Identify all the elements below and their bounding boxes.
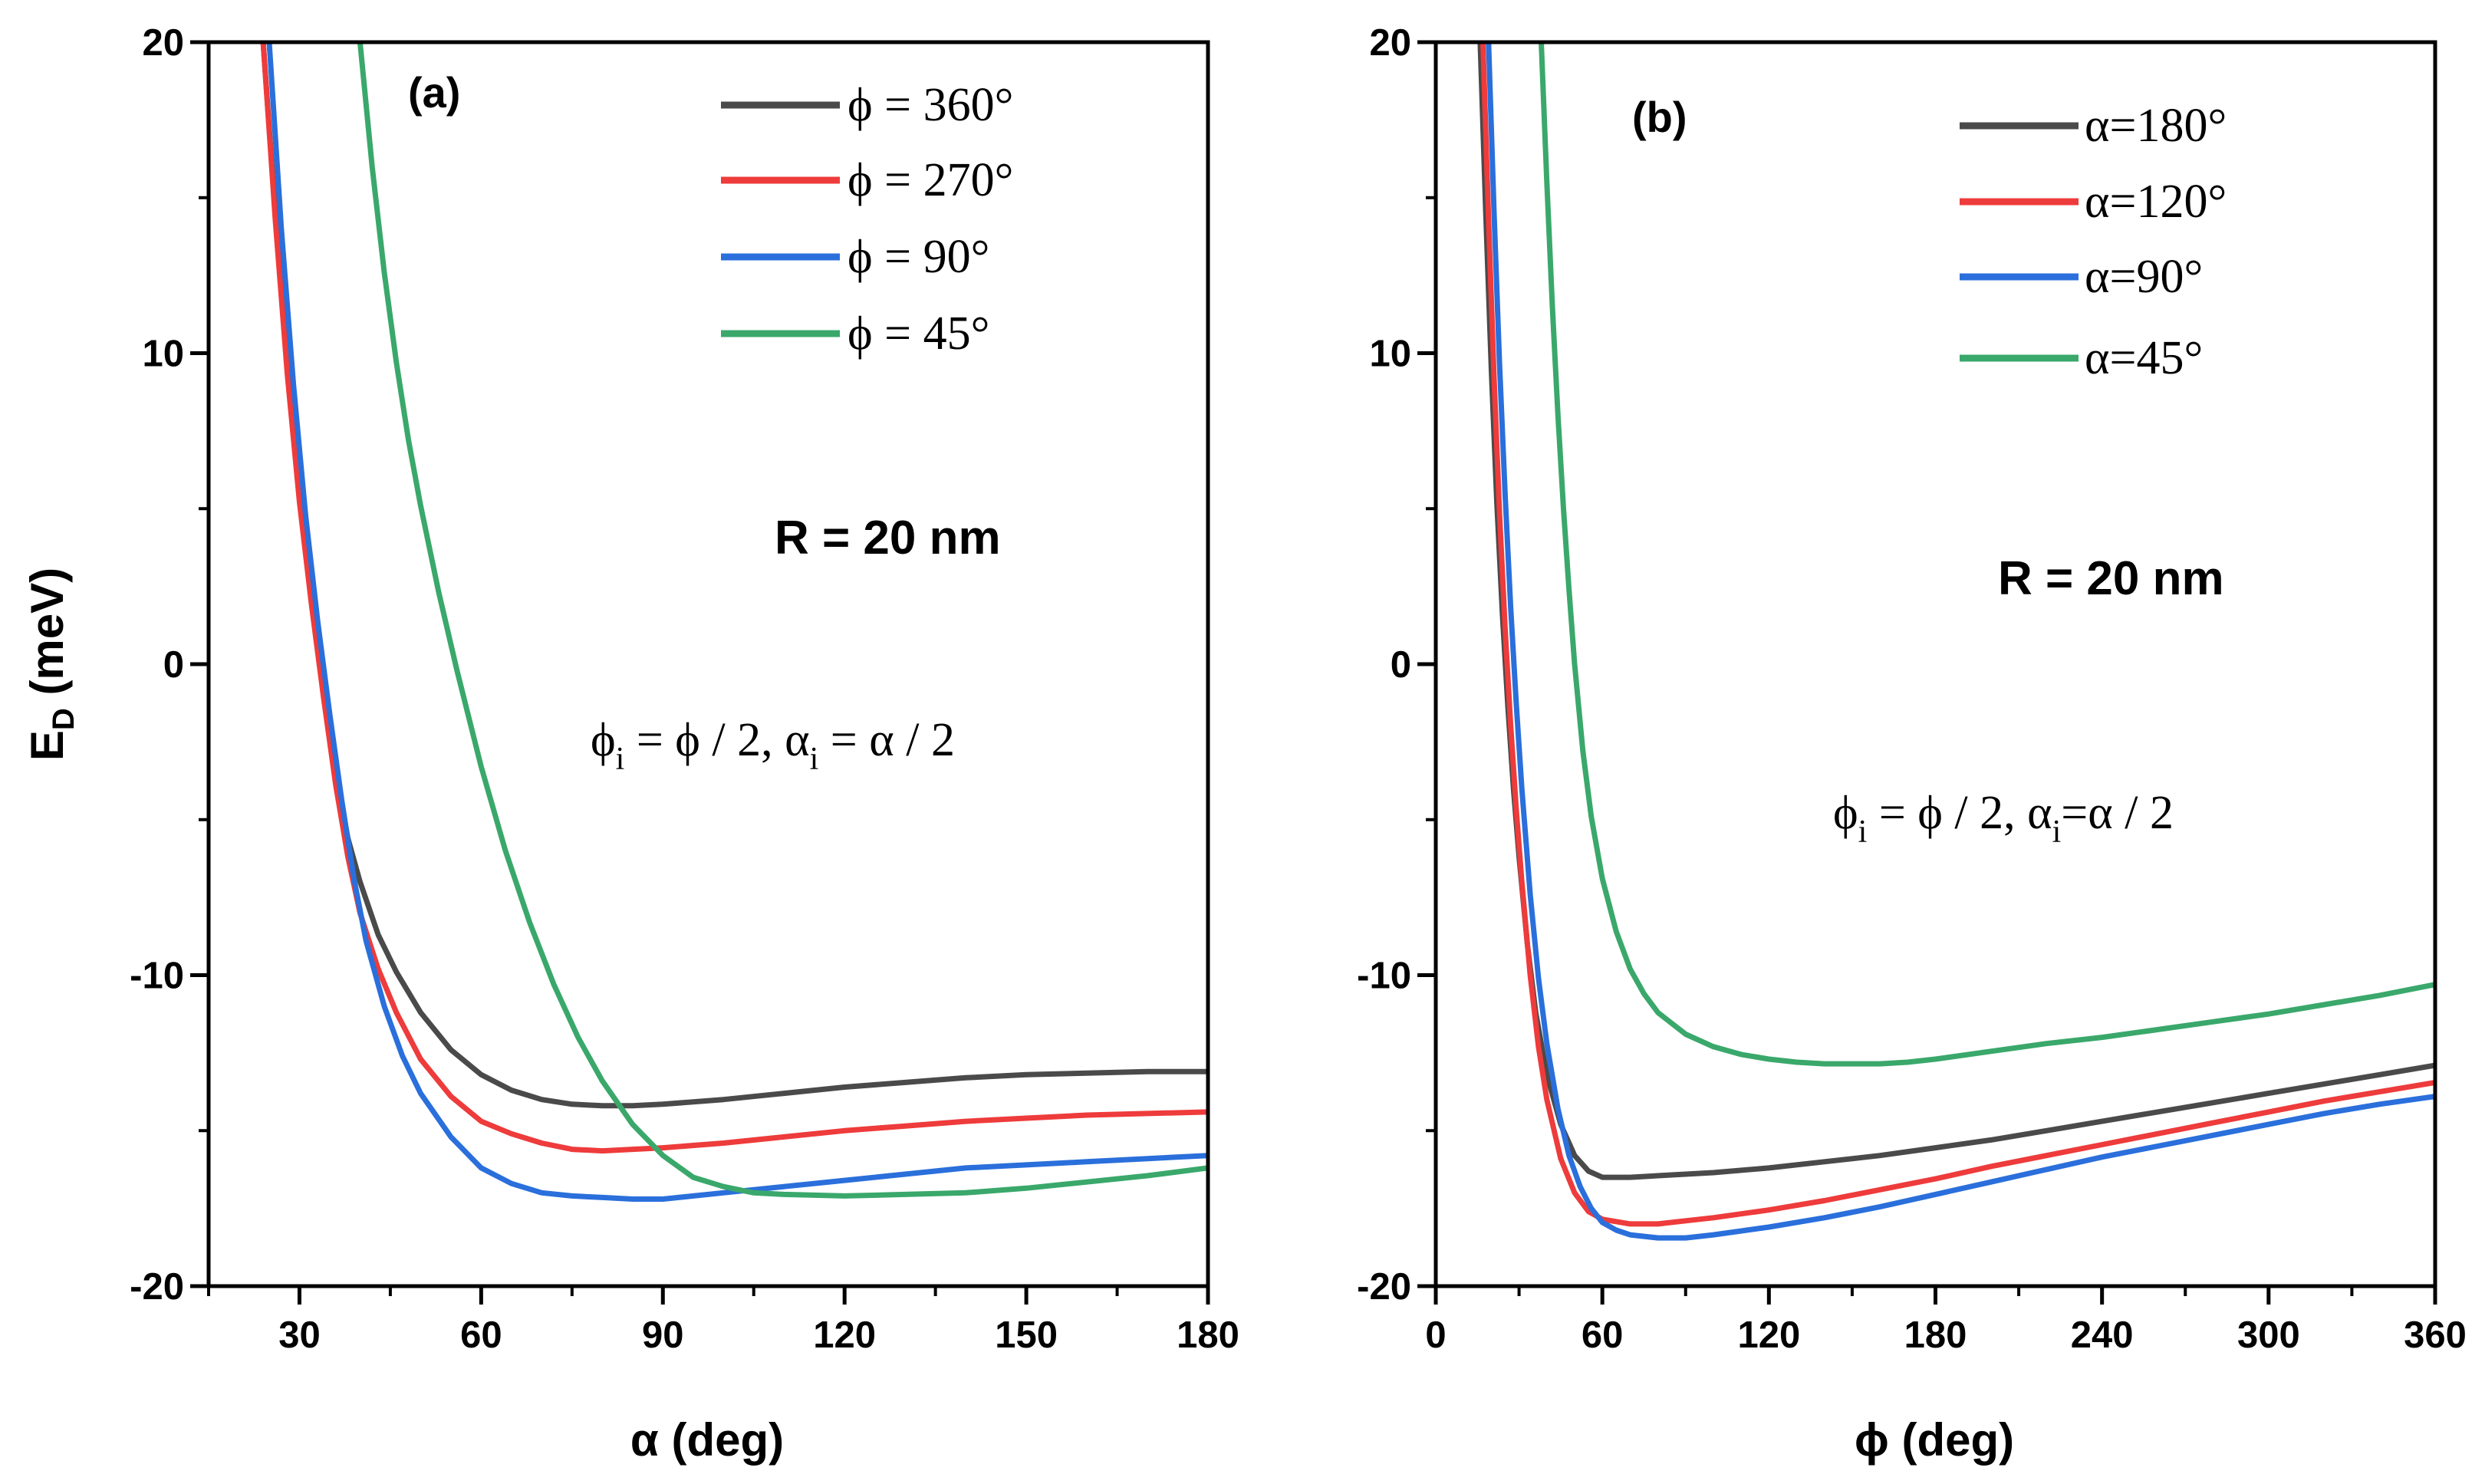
legend-b-text-3: α=45°: [2085, 332, 2203, 384]
legend-b-text-1: α=120°: [2085, 176, 2227, 228]
panel-b-x-axis-label: ϕ (deg): [1855, 1414, 2014, 1466]
panel-b-frame: [1433, 40, 2437, 1288]
panel-b-ticks: 0 60 120 180 240 300 360 -20 -10 0 10 20: [1357, 22, 2467, 1356]
y-tick-label-a-2: 0: [163, 644, 184, 686]
y-tick-label-a-3: 10: [142, 334, 184, 375]
legend-a-text-2: ϕ = 90°: [848, 231, 989, 283]
panel-b-label: (b): [1632, 93, 1687, 141]
x-tick-label-b-2: 120: [1737, 1315, 1800, 1356]
y-axis-label: ED (meV): [21, 568, 81, 761]
panel-b-equation: ϕi = ϕ / 2, αi=α / 2: [1833, 787, 2174, 850]
panel-b-plot-layer: [1477, 42, 2435, 1241]
y-tick-label-a-0: -20: [130, 1266, 184, 1308]
x-tick-label-a-3: 120: [813, 1315, 876, 1356]
y-tick-label-b-0: -20: [1357, 1266, 1411, 1308]
x-tick-label-a-4: 150: [995, 1315, 1058, 1356]
chart-panel-b: 0 60 120 180 240 300 360 -20 -10 0 10 20 (b) α=180°…: [1357, 22, 2467, 1466]
series-line-b-1: [1480, 42, 2435, 1227]
y-tick-label-b-1: -10: [1357, 956, 1411, 997]
panel-a-label: (a): [408, 68, 460, 117]
panel-a-radius-label: R = 20 nm: [775, 512, 1001, 564]
series-line-a-2: [266, 42, 1208, 1202]
panel-a-plot-layer: [260, 42, 1208, 1202]
chart-panel-a: 30 60 90 120 150 180 -20 -10 0 10 20 (a) ϕ = 360° …: [21, 22, 1239, 1466]
series-line-a-0: [260, 42, 1208, 1109]
x-tick-label-b-4: 240: [2071, 1315, 2134, 1356]
x-tick-label-a-1: 60: [460, 1315, 502, 1356]
legend-a-text-1: ϕ = 270°: [848, 154, 1013, 206]
panel-a-equation: ϕi = ϕ / 2, αi = α / 2: [591, 714, 955, 777]
panel-b-radius-label: R = 20 nm: [1998, 552, 2224, 605]
x-tick-label-b-5: 300: [2237, 1315, 2300, 1356]
legend-b-text-2: α=90°: [2085, 251, 2203, 303]
y-tick-label-a-1: -10: [130, 956, 184, 997]
series-line-a-1: [260, 42, 1208, 1154]
x-tick-label-b-1: 60: [1582, 1315, 1624, 1356]
panel-a-ticks: 30 60 90 120 150 180 -20 -10 0 10 20: [130, 22, 1239, 1356]
series-line-b-0: [1477, 42, 2435, 1180]
series-line-b-2: [1486, 42, 2435, 1241]
y-tick-label-b-4: 20: [1369, 22, 1411, 64]
y-tick-label-b-3: 10: [1369, 334, 1411, 375]
y-tick-label-a-4: 20: [142, 22, 184, 64]
panel-b-legend: α=180° α=120° α=90° α=45°: [1960, 100, 2227, 384]
panel-a-legend: ϕ = 360° ϕ = 270° ϕ = 90° ϕ = 45°: [721, 79, 1013, 360]
legend-a-text-0: ϕ = 360°: [848, 79, 1013, 131]
x-tick-label-b-0: 0: [1425, 1315, 1446, 1356]
x-tick-label-b-6: 360: [2404, 1315, 2467, 1356]
x-tick-label-a-0: 30: [278, 1315, 321, 1356]
y-tick-label-b-2: 0: [1391, 644, 1411, 686]
x-tick-label-a-2: 90: [642, 1315, 684, 1356]
x-tick-label-a-5: 180: [1177, 1315, 1239, 1356]
series-line-b-3: [1539, 42, 2435, 1067]
legend-b-text-0: α=180°: [2085, 100, 2227, 152]
x-tick-label-b-3: 180: [1904, 1315, 1967, 1356]
legend-a-text-3: ϕ = 45°: [848, 308, 989, 360]
series-line-a-3: [357, 42, 1208, 1199]
panel-a-x-axis-label: α (deg): [630, 1414, 784, 1466]
